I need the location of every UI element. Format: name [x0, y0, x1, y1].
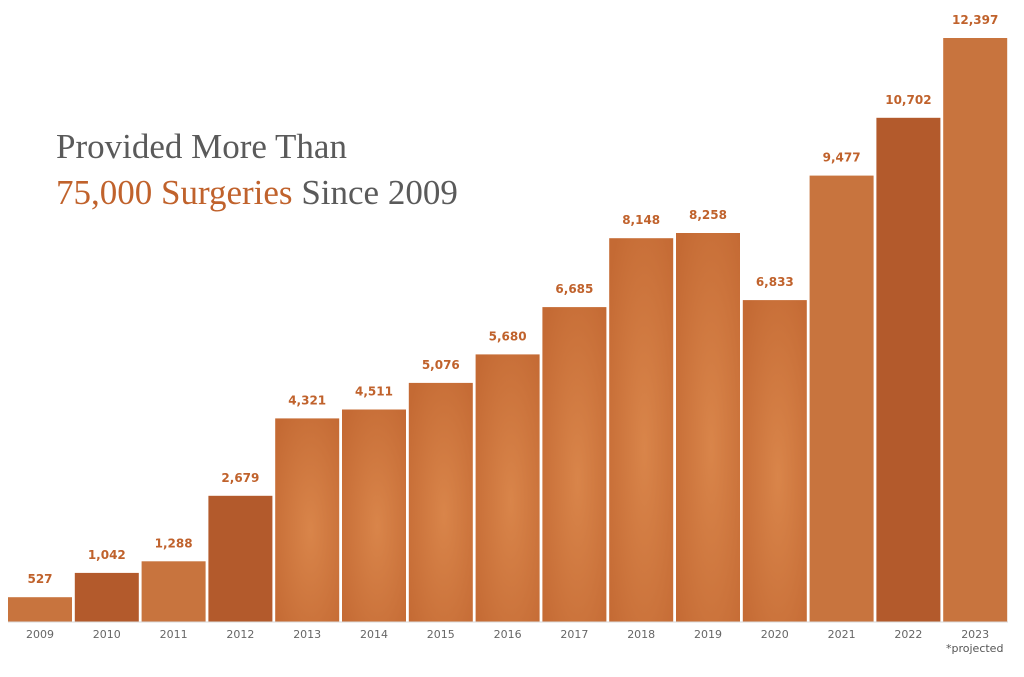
- value-label-2011: 1,288: [155, 536, 193, 550]
- value-label-2017: 6,685: [555, 282, 593, 296]
- value-label-2023: 12,397: [952, 13, 998, 27]
- value-label-2019: 8,258: [689, 208, 727, 222]
- headline-accent: 75,000 Surgeries: [56, 173, 293, 212]
- year-label-2017: 2017: [560, 628, 588, 641]
- bar-2019: [676, 233, 740, 622]
- year-label-2010: 2010: [93, 628, 121, 641]
- value-label-2014: 4,511: [355, 385, 393, 399]
- value-label-2013: 4,321: [288, 393, 326, 407]
- bar-2023: [943, 38, 1008, 622]
- bar-2021: [809, 175, 874, 622]
- year-label-2018: 2018: [627, 628, 655, 641]
- year-label-2015: 2015: [427, 628, 455, 641]
- year-label-2012: 2012: [226, 628, 254, 641]
- projected-footnote: *projected: [946, 642, 1004, 655]
- value-label-2016: 5,680: [489, 329, 527, 343]
- bar-2017: [542, 307, 607, 622]
- year-label-2013: 2013: [293, 628, 321, 641]
- bar-2018: [609, 238, 674, 622]
- bar-2014: [342, 409, 406, 622]
- year-label-2023: 2023: [961, 628, 989, 641]
- year-label-2022: 2022: [894, 628, 922, 641]
- bar-2020: [742, 300, 807, 622]
- bar-2012: [208, 495, 273, 622]
- year-label-2016: 2016: [494, 628, 522, 641]
- year-label-2020: 2020: [761, 628, 789, 641]
- value-label-2009: 527: [27, 572, 52, 586]
- value-label-2015: 5,076: [422, 358, 460, 372]
- value-label-2020: 6,833: [756, 275, 794, 289]
- bar-2009: [8, 597, 72, 622]
- bar-2013: [275, 418, 340, 622]
- headline-rest: Since 2009: [292, 173, 458, 212]
- bar-2010: [74, 572, 139, 622]
- year-label-2014: 2014: [360, 628, 388, 641]
- bar-2011: [141, 561, 206, 622]
- bar-2016: [475, 354, 540, 622]
- year-label-2021: 2021: [828, 628, 856, 641]
- year-label-2019: 2019: [694, 628, 722, 641]
- headline-line-1: Provided More Than: [56, 127, 347, 166]
- bar-2022: [876, 117, 941, 623]
- value-label-2022: 10,702: [885, 93, 931, 107]
- value-label-2010: 1,042: [88, 548, 126, 562]
- year-label-2009: 2009: [26, 628, 54, 641]
- headline-line-2: 75,000 Surgeries Since 2009: [56, 170, 458, 216]
- bar-2015: [408, 382, 473, 622]
- value-label-2012: 2,679: [221, 471, 259, 485]
- year-label-2011: 2011: [160, 628, 188, 641]
- value-label-2021: 9,477: [823, 151, 861, 165]
- headline: Provided More Than 75,000 Surgeries Sinc…: [56, 124, 458, 216]
- value-label-2018: 8,148: [622, 213, 660, 227]
